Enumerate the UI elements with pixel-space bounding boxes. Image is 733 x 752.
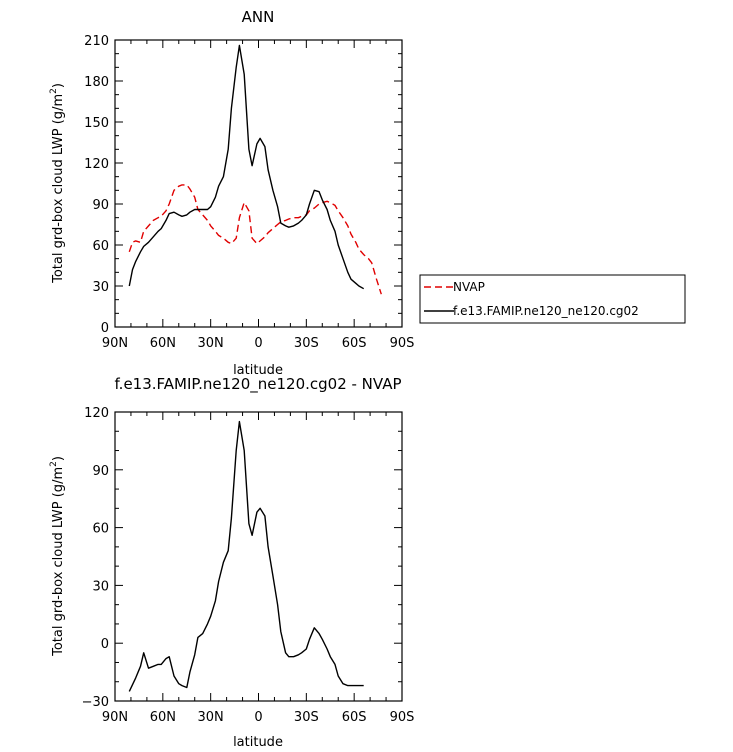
top-y-tick-label: 0 <box>101 321 109 336</box>
top-plot-frame <box>114 39 403 328</box>
top-x-tick-label: 30N <box>198 336 224 351</box>
top-y-tick-label: 180 <box>84 75 109 90</box>
top-y-tick-label: 120 <box>84 157 109 172</box>
top-y-tick-label: 30 <box>92 280 109 295</box>
top-y-axis-label-suffix: ) <box>51 83 66 88</box>
bottom-y-tick-label: 30 <box>92 579 109 594</box>
top-x-axis: 90N 60N 30N 0 30S 60S 90S <box>102 40 415 351</box>
bottom-y-tick-label: 60 <box>92 522 109 537</box>
top-x-tick-label: 30S <box>294 336 319 351</box>
top-y-tick-label: 150 <box>84 116 109 131</box>
top-x-tick-label: 0 <box>254 336 262 351</box>
top-chart-title: ANN <box>242 8 275 26</box>
top-x-axis-label: latitude <box>233 363 283 378</box>
bottom-y-tick-label: −30 <box>82 695 109 710</box>
top-y-axis-label-prefix: Total grd-box cloud LWP (g/m <box>51 94 66 284</box>
top-y-axis: 0 30 60 90 120 150 180 210 <box>84 34 402 336</box>
bottom-y-tick-label: 0 <box>101 637 109 652</box>
bottom-series-line-0 <box>128 420 364 692</box>
bottom-x-tick-label: 30N <box>198 710 224 725</box>
bottom-y-axis-label-sup: 2 <box>49 461 59 467</box>
legend-label-model: f.e13.FAMIP.ne120_ne120.cg02 <box>453 304 639 318</box>
top-series-line-0 <box>128 184 382 295</box>
top-x-tick-label: 90S <box>390 336 415 351</box>
bottom-x-tick-label: 90N <box>102 710 128 725</box>
bottom-y-axis-label: Total grd-box cloud LWP (g/m2) <box>49 456 66 657</box>
top-y-tick-label: 60 <box>92 239 109 254</box>
top-y-tick-label: 90 <box>92 198 109 213</box>
top-x-tick-label: 60S <box>342 336 367 351</box>
legend: NVAP f.e13.FAMIP.ne120_ne120.cg02 <box>419 274 686 324</box>
legend-box <box>419 274 686 324</box>
bottom-y-axis-label-prefix: Total grd-box cloud LWP (g/m <box>51 467 66 657</box>
top-y-tick-label: 210 <box>84 34 109 49</box>
bottom-x-tick-label: 30S <box>294 710 319 725</box>
bottom-x-tick-label: 0 <box>254 710 262 725</box>
top-y-axis-label-sup: 2 <box>49 88 59 94</box>
bottom-x-axis: 90N 60N 30N 0 30S 60S 90S <box>102 412 415 725</box>
bottom-x-tick-label: 60S <box>342 710 367 725</box>
top-y-axis-label: Total grd-box cloud LWP (g/m2) <box>49 83 66 284</box>
bottom-chart-title: f.e13.FAMIP.ne120_ne120.cg02 - NVAP <box>114 375 401 394</box>
top-panel: ANN 0 30 60 90 120 150 180 210 90N 60N 30N 0 30S 60S… <box>49 8 686 378</box>
top-x-tick-label: 90N <box>102 336 128 351</box>
top-series-line-1 <box>128 44 365 290</box>
top-series-group <box>128 44 382 295</box>
bottom-y-tick-label: 120 <box>84 406 109 421</box>
bottom-series-group <box>128 420 364 692</box>
bottom-plot-frame <box>114 411 403 702</box>
legend-label-nvap: NVAP <box>453 280 485 294</box>
bottom-x-axis-label: latitude <box>233 735 283 750</box>
bottom-y-axis-label-suffix: ) <box>51 456 66 461</box>
bottom-y-tick-label: 90 <box>92 464 109 479</box>
bottom-x-tick-label: 90S <box>390 710 415 725</box>
bottom-panel: f.e13.FAMIP.ne120_ne120.cg02 - NVAP −30 0… <box>49 375 414 750</box>
bottom-y-axis: −30 0 30 60 90 120 <box>82 406 402 710</box>
top-x-tick-label: 60N <box>150 336 176 351</box>
bottom-x-tick-label: 60N <box>150 710 176 725</box>
